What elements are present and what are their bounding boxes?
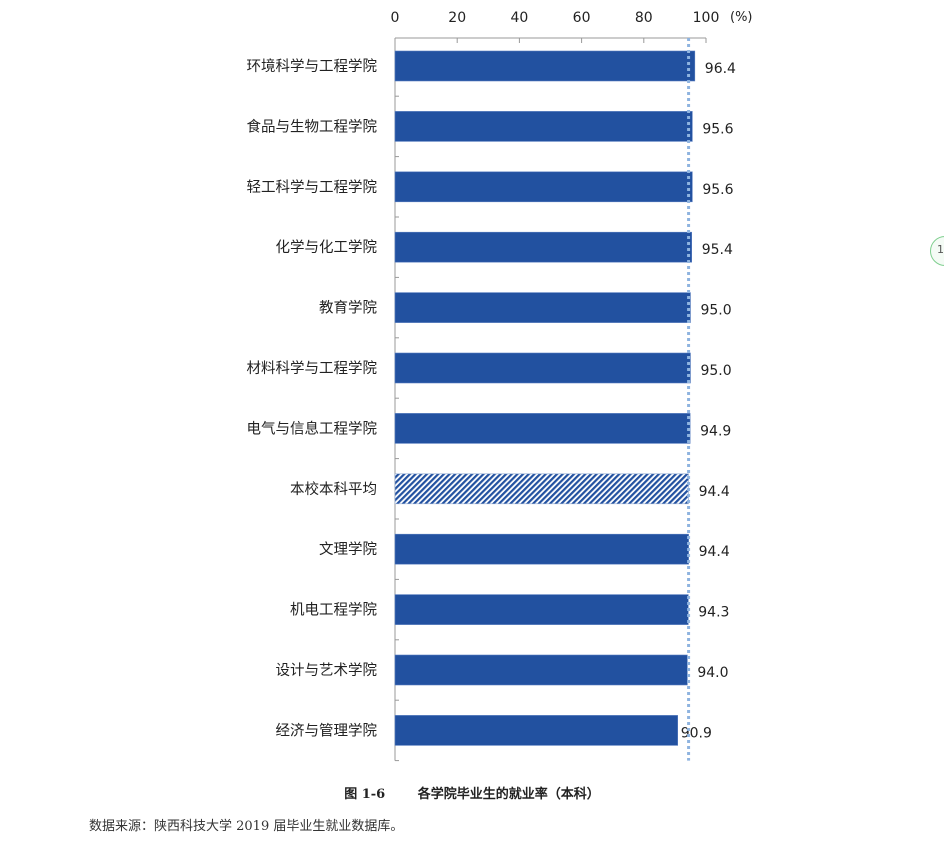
category-label: 食品与生物工程学院	[247, 118, 378, 135]
figure-title: 各学院毕业生的就业率（本科）	[417, 787, 600, 802]
bar	[394, 111, 693, 142]
category-label: 材料科学与工程学院	[247, 360, 378, 377]
value-label: 94.4	[699, 544, 730, 560]
value-label: 95.6	[702, 182, 733, 198]
bar	[394, 292, 691, 323]
value-label: 90.9	[681, 725, 712, 741]
category-label: 机电工程学院	[290, 602, 377, 619]
bar	[394, 352, 691, 384]
category-label: 环境科学与工程学院	[247, 57, 378, 75]
figure-number: 图 1-6	[344, 787, 386, 802]
bar	[394, 594, 689, 625]
bar	[394, 50, 696, 82]
bar	[394, 473, 689, 505]
category-label: 文理学院	[319, 541, 377, 558]
value-label: 94.4	[699, 484, 730, 500]
x-tick-label: 60	[573, 10, 591, 26]
value-label: 95.0	[700, 363, 731, 379]
value-label: 94.9	[700, 423, 731, 439]
bar-chart: 0 20 40 60 80 100 (%) 环境科学与工程学院 96.4 食品与生物工程学院 95.…	[247, 10, 753, 762]
x-tick-label: 80	[635, 10, 653, 26]
category-label: 教育学院	[319, 300, 377, 317]
bar	[394, 715, 678, 746]
category-label: 电气与信息工程学院	[247, 420, 378, 437]
bar	[394, 654, 688, 686]
value-label: 95.0	[700, 303, 731, 319]
x-tick-label: 0	[391, 10, 400, 26]
x-tick-label: 20	[448, 10, 466, 26]
data-source-note: 数据来源：陕西科技大学 2019 届毕业生就业数据库。	[89, 819, 404, 834]
value-label: 95.4	[702, 242, 733, 258]
category-label: 本校本科平均	[290, 481, 377, 498]
category-label: 化学与化工学院	[276, 239, 378, 256]
category-label: 经济与管理学院	[276, 722, 378, 739]
x-tick-label: 100	[693, 10, 720, 26]
value-label: 95.6	[702, 121, 733, 137]
bar	[394, 171, 693, 203]
figure-caption: 图 1-6 各学院毕业生的就业率（本科）	[0, 783, 944, 802]
category-label: 轻工科学与工程学院	[247, 179, 378, 196]
bar	[394, 231, 692, 263]
x-tick-label: 40	[510, 10, 528, 26]
bar	[394, 533, 689, 565]
category-label: 设计与艺术学院	[276, 662, 378, 679]
value-label: 94.0	[697, 665, 728, 681]
value-label: 94.3	[698, 605, 729, 621]
bar	[394, 413, 691, 444]
x-unit-label: (%)	[730, 10, 753, 25]
value-label: 96.4	[705, 61, 736, 77]
